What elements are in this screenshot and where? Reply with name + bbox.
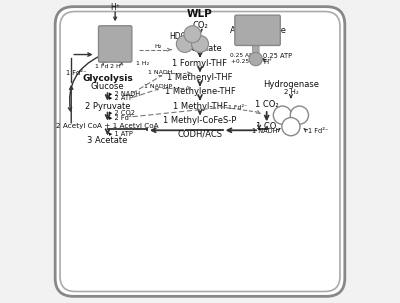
Text: 1 Fd²⁻: 1 Fd²⁻ xyxy=(308,128,328,134)
Text: CODH/ACS: CODH/ACS xyxy=(178,129,222,138)
Text: 0.25 ATP: 0.25 ATP xyxy=(263,53,292,59)
Text: ▸ 1 ATP: ▸ 1 ATP xyxy=(109,131,133,137)
Text: HDCR: HDCR xyxy=(169,32,192,41)
FancyBboxPatch shape xyxy=(252,43,259,55)
Text: H⁺: H⁺ xyxy=(264,58,273,65)
Text: 1 Methyl-CoFeS-P: 1 Methyl-CoFeS-P xyxy=(163,116,237,125)
FancyBboxPatch shape xyxy=(235,15,280,45)
Circle shape xyxy=(184,26,201,43)
Text: 1 Formate: 1 Formate xyxy=(179,44,221,53)
Text: Ech: Ech xyxy=(108,39,123,48)
Text: 3 Acetate: 3 Acetate xyxy=(87,136,128,145)
Text: 1 NADHP: 1 NADHP xyxy=(144,84,172,89)
Text: 1 Fd²⁻: 1 Fd²⁻ xyxy=(66,70,86,76)
Text: Glycolysis: Glycolysis xyxy=(82,74,133,83)
Text: ATP synthase: ATP synthase xyxy=(230,26,286,35)
Text: Hydrogenase: Hydrogenase xyxy=(263,80,319,89)
Text: 1 Formyl-THF: 1 Formyl-THF xyxy=(172,58,228,68)
Circle shape xyxy=(176,35,193,52)
FancyBboxPatch shape xyxy=(55,7,345,296)
FancyBboxPatch shape xyxy=(98,26,132,62)
Circle shape xyxy=(249,52,262,66)
Text: 2 Pyruvate: 2 Pyruvate xyxy=(85,102,130,111)
Text: 2 H₂: 2 H₂ xyxy=(284,89,298,95)
Text: 1 Methyl-THF: 1 Methyl-THF xyxy=(172,102,228,111)
Text: 2 H⁺: 2 H⁺ xyxy=(110,64,124,69)
Text: 1 CO: 1 CO xyxy=(256,122,277,132)
Text: H₂: H₂ xyxy=(154,44,161,48)
Text: 1 NADH: 1 NADH xyxy=(148,70,173,75)
Text: 1 Methylene-THF: 1 Methylene-THF xyxy=(165,87,235,96)
Text: CO₂: CO₂ xyxy=(192,21,208,30)
Text: H⁺: H⁺ xyxy=(110,3,120,12)
Text: ▸ 2 ATP: ▸ 2 ATP xyxy=(109,95,133,101)
Text: 0.25 ADP
+0.25 Pi: 0.25 ADP +0.25 Pi xyxy=(230,53,258,64)
Text: 1 Fd²⁻: 1 Fd²⁻ xyxy=(228,105,248,110)
Text: 2 Acetyl CoA + 1 Acetyl CoA: 2 Acetyl CoA + 1 Acetyl CoA xyxy=(56,123,159,129)
Text: ▸ 2 CO2: ▸ 2 CO2 xyxy=(109,110,135,116)
Text: 1 CO₂: 1 CO₂ xyxy=(255,100,278,109)
Text: ▸ 2 NADH: ▸ 2 NADH xyxy=(109,91,140,97)
Text: 1 Fd: 1 Fd xyxy=(95,64,108,69)
Text: 1 H₂: 1 H₂ xyxy=(136,61,149,66)
Text: Glucose: Glucose xyxy=(91,82,124,91)
Circle shape xyxy=(192,35,208,52)
Text: ▸ 2 Fd²⁻: ▸ 2 Fd²⁻ xyxy=(109,115,135,121)
Text: WLP: WLP xyxy=(187,8,213,19)
Circle shape xyxy=(282,118,300,136)
Circle shape xyxy=(290,106,308,124)
Circle shape xyxy=(273,106,292,124)
Text: 1 NADH: 1 NADH xyxy=(252,128,277,134)
Text: 1 Methenyl-THF: 1 Methenyl-THF xyxy=(167,73,233,82)
